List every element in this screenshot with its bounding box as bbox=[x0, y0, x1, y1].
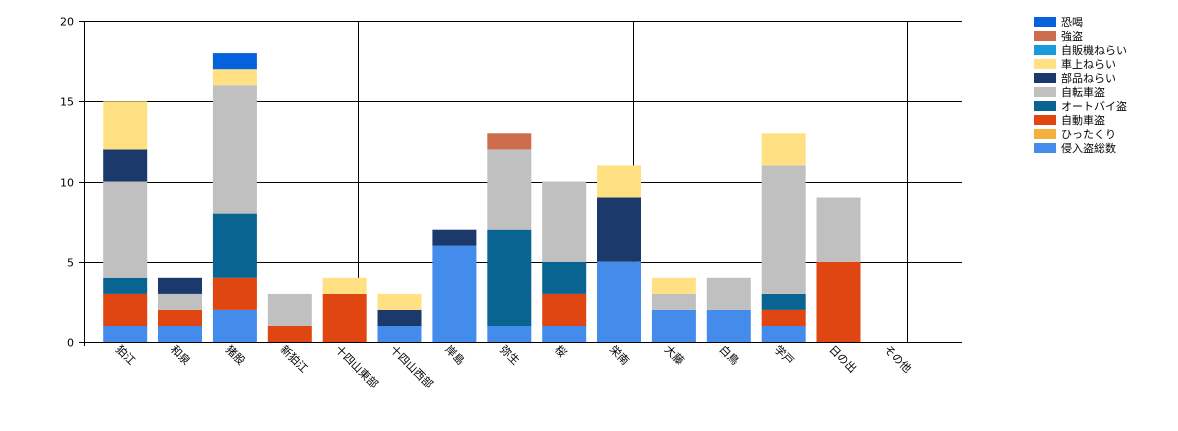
bar-segment bbox=[542, 325, 587, 342]
bar-segment bbox=[651, 293, 696, 310]
bar-segment bbox=[432, 245, 477, 342]
x-tick-label: 弥生 bbox=[497, 342, 522, 367]
x-tick-label: 大藤 bbox=[662, 342, 687, 367]
bar-segment bbox=[322, 277, 367, 294]
bar-segment bbox=[158, 325, 202, 342]
bar-segment bbox=[212, 277, 257, 310]
legend-label: 自販機ねらい bbox=[1061, 43, 1127, 57]
legend-label: 恐喝 bbox=[1061, 16, 1083, 29]
legend-label: 自転車盗 bbox=[1061, 85, 1105, 99]
legend-swatch bbox=[1034, 17, 1056, 27]
bar-segment bbox=[597, 197, 641, 262]
y-tick-label: 0 bbox=[67, 337, 74, 350]
bar-segment bbox=[487, 133, 532, 150]
bar-segment bbox=[706, 309, 751, 342]
legend-label: 強盗 bbox=[1061, 30, 1083, 43]
bar-segment bbox=[212, 85, 257, 214]
legend-swatch bbox=[1034, 87, 1056, 97]
bar-segment bbox=[158, 309, 202, 326]
bar-segment bbox=[432, 229, 477, 246]
legend-label: 侵入盗総数 bbox=[1061, 141, 1116, 155]
x-tick-label: 和泉 bbox=[168, 342, 193, 367]
x-tick-label: 十四山西部 bbox=[387, 342, 436, 391]
x-tick-label: 栄南 bbox=[607, 342, 632, 367]
bar-segment bbox=[267, 325, 312, 342]
legend-swatch bbox=[1034, 73, 1056, 83]
legend-label: オートバイ盗 bbox=[1061, 100, 1127, 113]
x-tick-label: 十四山東部 bbox=[333, 342, 382, 391]
bar-segment bbox=[761, 309, 806, 326]
legend-swatch bbox=[1034, 115, 1056, 125]
legend-label: 部品ねらい bbox=[1061, 71, 1116, 85]
bar-segment bbox=[103, 149, 148, 182]
legend-swatch bbox=[1034, 45, 1056, 55]
bar-segment bbox=[103, 277, 148, 294]
bar-segment bbox=[212, 53, 257, 70]
legend-label: 車上ねらい bbox=[1061, 57, 1116, 71]
bar-segment bbox=[377, 293, 422, 310]
legend-swatch bbox=[1034, 101, 1056, 111]
bar-segment bbox=[597, 165, 641, 198]
bar-segment bbox=[212, 69, 257, 86]
x-tick-label: 日の出 bbox=[826, 342, 859, 375]
bar-segment bbox=[597, 261, 641, 343]
bar-segment bbox=[542, 261, 587, 294]
legend: 恐喝強盗自販機ねらい車上ねらい部品ねらい自転車盗オートバイ盗自動車盗ひったくり侵… bbox=[1034, 16, 1127, 155]
y-tick-label: 20 bbox=[60, 16, 74, 29]
bar-segment bbox=[761, 165, 806, 294]
x-tick-label: その他 bbox=[881, 343, 914, 376]
bar-segment bbox=[651, 277, 696, 294]
bar-segment bbox=[761, 325, 806, 342]
x-tick-label: 猪股 bbox=[223, 343, 248, 368]
legend-label: ひったくり bbox=[1061, 128, 1116, 141]
legend-swatch bbox=[1034, 59, 1056, 69]
x-tick-label: 学戸 bbox=[772, 342, 797, 367]
bar-segment bbox=[103, 181, 148, 278]
bar-segment bbox=[212, 309, 257, 342]
bar-segment bbox=[651, 309, 696, 342]
y-tick-label: 10 bbox=[60, 177, 74, 190]
bar-segment bbox=[761, 293, 806, 310]
bar-segment bbox=[103, 293, 148, 326]
bar-segment bbox=[487, 149, 532, 230]
legend-swatch bbox=[1034, 31, 1056, 41]
bars bbox=[103, 53, 861, 343]
x-tick-label: 白鳥 bbox=[717, 342, 742, 367]
legend-label: 自動車盗 bbox=[1061, 113, 1105, 127]
bar-segment bbox=[212, 213, 257, 278]
y-tick-label: 5 bbox=[67, 257, 74, 270]
x-tick-label: 岸島 bbox=[442, 342, 467, 367]
bar-segment bbox=[706, 277, 751, 310]
legend-swatch bbox=[1034, 143, 1056, 153]
bar-segment bbox=[158, 277, 202, 294]
bar-segment bbox=[103, 101, 148, 150]
bar-segment bbox=[816, 197, 861, 262]
bar-segment bbox=[816, 261, 861, 343]
x-tick-label: 狛江 bbox=[113, 343, 138, 368]
y-tick-label: 15 bbox=[60, 96, 74, 109]
bar-segment bbox=[103, 325, 148, 342]
bar-segment bbox=[377, 325, 422, 342]
bar-segment bbox=[761, 133, 806, 166]
legend-swatch bbox=[1034, 129, 1056, 139]
bar-segment bbox=[322, 293, 367, 342]
x-tick-label: 桜 bbox=[552, 342, 570, 360]
bar-segment bbox=[158, 293, 202, 310]
bar-segment bbox=[542, 293, 587, 326]
bar-segment bbox=[267, 293, 312, 326]
bar-segment bbox=[377, 309, 422, 326]
bar-segment bbox=[487, 229, 532, 326]
bar-segment bbox=[542, 181, 587, 262]
x-tick-label: 新狛江 bbox=[278, 342, 311, 375]
bar-segment bbox=[487, 325, 532, 342]
